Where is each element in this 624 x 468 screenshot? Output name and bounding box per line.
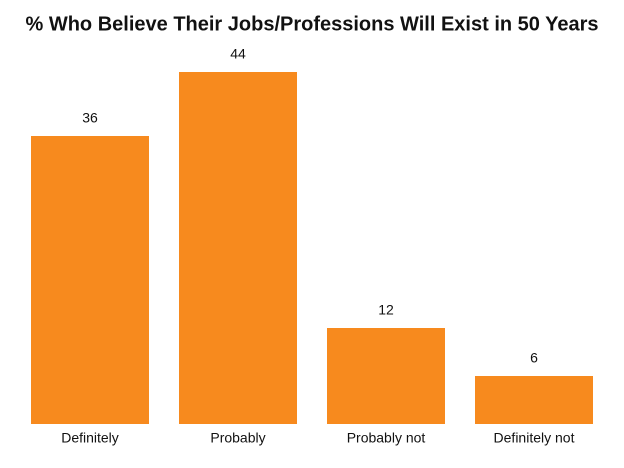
x-tick-label: Definitely (61, 430, 119, 446)
value-label: 44 (230, 46, 246, 62)
bar (475, 376, 593, 424)
x-tick-label: Probably (210, 430, 265, 446)
bar (327, 328, 445, 424)
x-tick-label: Probably not (347, 430, 426, 446)
value-label: 6 (530, 350, 538, 366)
bar (31, 136, 149, 424)
bar (179, 72, 297, 424)
chart-title: % Who Believe Their Jobs/Professions Wil… (26, 13, 599, 35)
value-label: 12 (378, 302, 394, 318)
x-tick-label: Definitely not (494, 430, 575, 446)
value-label: 36 (82, 110, 98, 126)
